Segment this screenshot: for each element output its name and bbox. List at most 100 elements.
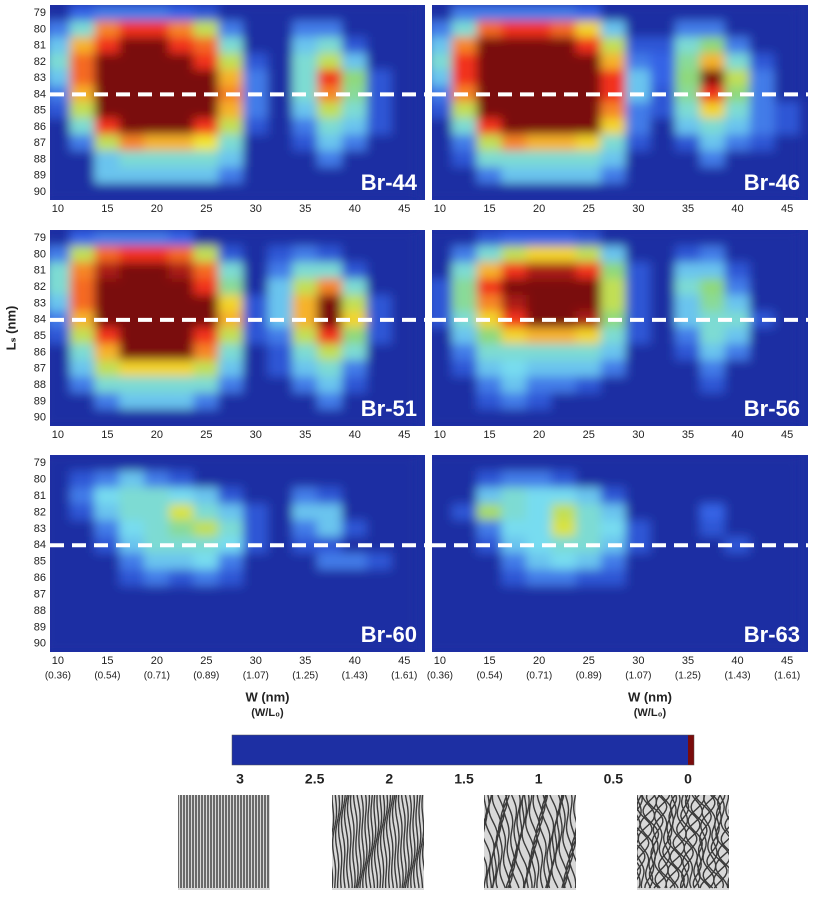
x-tick-label: 30 (632, 203, 644, 215)
stripe (318, 795, 322, 888)
heat-cell (749, 635, 776, 652)
heat-cell (749, 278, 776, 296)
heat-cell (575, 183, 602, 200)
heat-cell (526, 602, 553, 620)
heat-cell (724, 183, 751, 200)
heat-cell (432, 327, 453, 345)
heat-cell (391, 520, 418, 538)
heat-cell (575, 262, 602, 280)
stripe (541, 795, 551, 889)
heat-cell (50, 230, 71, 247)
heat-cell (143, 536, 170, 554)
y-tick-label: 85 (34, 330, 46, 342)
panel-label: Br-46 (744, 170, 800, 195)
heat-cell (267, 230, 294, 247)
heat-cell (526, 230, 553, 247)
heat-cell (724, 294, 751, 313)
heat-cell (675, 118, 701, 136)
heat-cell (575, 618, 602, 637)
heat-cell (242, 343, 269, 362)
heat-cell (94, 20, 121, 38)
heat-cell (501, 262, 528, 280)
y-tick-label: 81 (34, 265, 46, 277)
heat-cell (218, 409, 244, 426)
x-tick-label: 25 (200, 429, 212, 441)
heat-cell (69, 102, 96, 120)
stripe (441, 795, 446, 888)
heat-cell (391, 102, 418, 120)
heat-cell (119, 376, 145, 394)
heat-cell (476, 585, 503, 604)
heat-cell (119, 470, 145, 489)
heat-cell (476, 167, 503, 185)
heat-cell (650, 294, 677, 313)
heat-cell (341, 85, 368, 103)
heat-cell (317, 455, 343, 472)
y-tick-label: 86 (34, 346, 46, 358)
heat-cell (432, 262, 453, 280)
heat-cell (50, 5, 71, 22)
heat-cell (242, 618, 269, 637)
heat-cell (218, 618, 244, 637)
heat-cell (292, 69, 319, 87)
stripe (547, 795, 558, 889)
heat-cell (501, 343, 528, 362)
heat-cell (218, 343, 244, 362)
heat-cell (432, 602, 453, 620)
heat-cell (650, 278, 677, 296)
stripe (637, 849, 638, 854)
heat-cell (168, 278, 195, 296)
heat-cell (600, 635, 627, 652)
heat-cell (600, 37, 627, 55)
heat-cell (366, 635, 393, 652)
heat-cell (526, 360, 553, 378)
stripe (321, 795, 325, 888)
panel-label: Br-44 (361, 170, 418, 195)
heat-cell (749, 150, 776, 168)
heat-cell (242, 5, 269, 22)
x-tick-label-secondary: (1.43) (342, 671, 368, 682)
heat-cell (317, 5, 343, 22)
heat-cell (341, 118, 368, 136)
heat-cell (69, 343, 96, 362)
heat-cell (242, 278, 269, 296)
heat-cell (749, 262, 776, 280)
heat-cell (699, 245, 726, 264)
heat-cell (650, 102, 677, 120)
heat-cell (94, 602, 121, 620)
heat-cell (50, 327, 71, 345)
heat-cell (366, 102, 393, 120)
heat-cell (119, 230, 145, 247)
heat-cell (267, 69, 294, 87)
heat-cell (774, 455, 801, 472)
stripe (720, 826, 729, 889)
heat-cell (143, 37, 170, 55)
heat-cell (50, 167, 71, 185)
heat-cell (526, 69, 553, 87)
heat-cell (724, 167, 751, 185)
stripe (407, 795, 413, 889)
x-tick-label: 10 (52, 429, 64, 441)
heat-cell (143, 5, 170, 22)
heat-cell (675, 53, 701, 71)
heat-cell (267, 470, 294, 489)
colorbar-tick-label: 0 (684, 771, 692, 787)
heat-cell (119, 311, 145, 329)
heat-cell (341, 585, 368, 604)
heat-cell (575, 392, 602, 411)
heat-cell (292, 278, 319, 296)
heat-cell (193, 569, 220, 587)
heat-cell (366, 53, 393, 71)
heat-cell (193, 635, 220, 652)
heat-cell (650, 553, 677, 571)
heat-cell (366, 118, 393, 136)
heat-cell (341, 102, 368, 120)
heat-cell (749, 5, 776, 22)
heat-cell (774, 37, 801, 55)
stripe (637, 795, 653, 889)
heat-cell (119, 183, 145, 200)
heat-cell (69, 520, 96, 538)
heat-cell (168, 470, 195, 489)
heat-cell (94, 585, 121, 604)
panel-label: Br-60 (361, 622, 417, 647)
